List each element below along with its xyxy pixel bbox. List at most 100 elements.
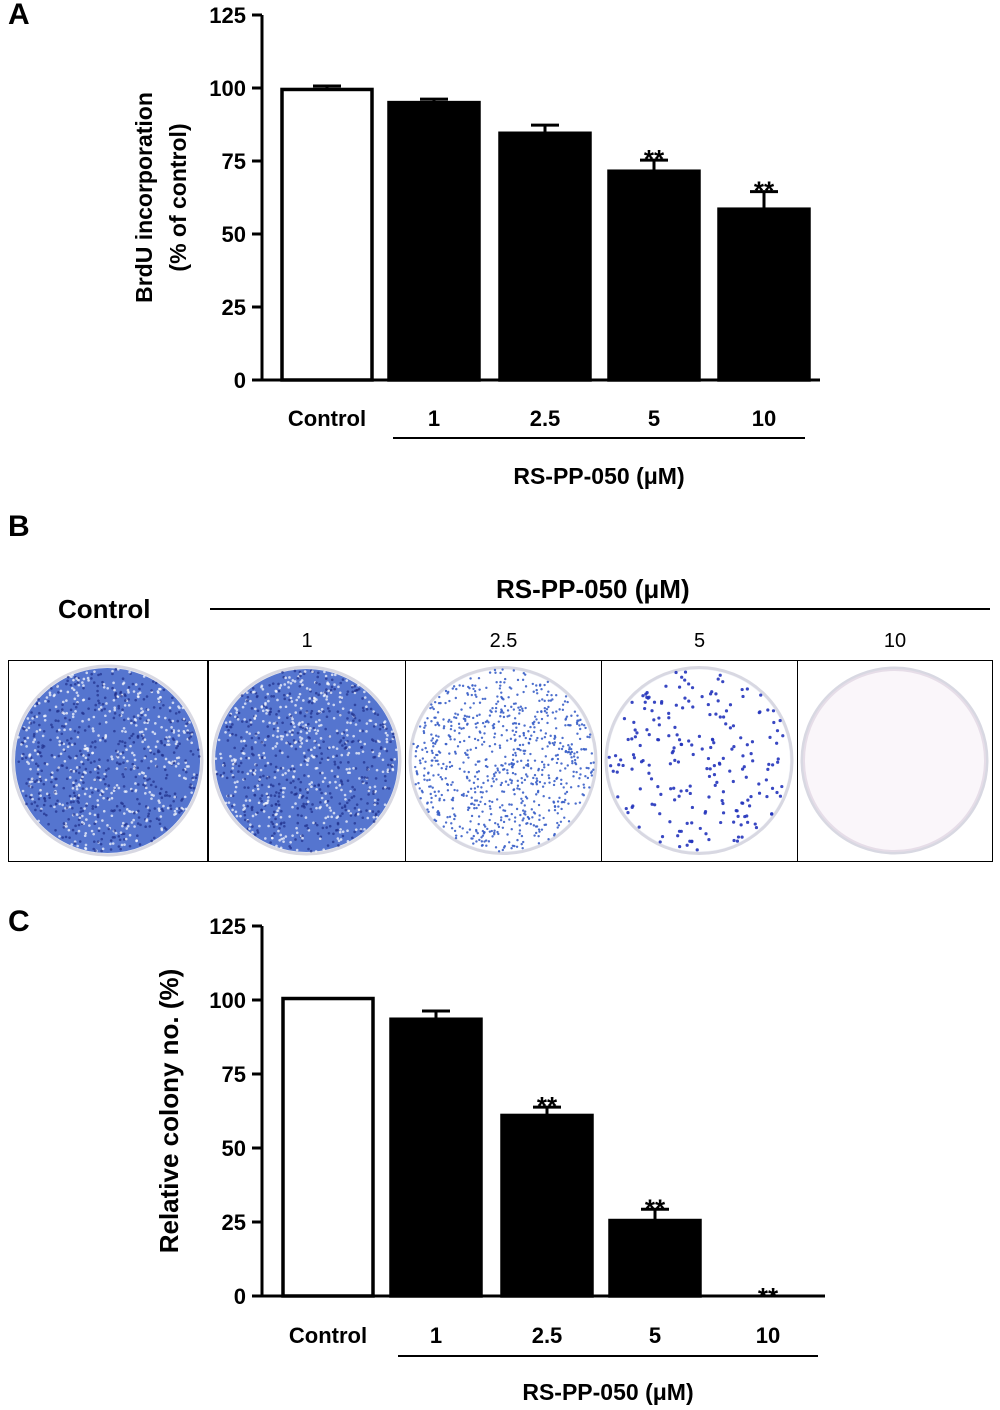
colony-dot (336, 775, 340, 778)
colony-dot (581, 793, 584, 796)
colony-dot (104, 769, 108, 772)
colony-dot (453, 729, 456, 732)
colony-dot (359, 797, 363, 801)
colony-dot (164, 737, 167, 741)
colony-dot (685, 843, 689, 847)
colony-dot (540, 773, 544, 777)
colony-dot (353, 806, 357, 810)
colony-dot (383, 803, 387, 807)
colony-dot (288, 844, 291, 848)
colony-dot (280, 809, 283, 813)
colony-dot (291, 834, 294, 837)
colony-dot (326, 784, 330, 788)
colony-dot (707, 774, 712, 779)
colony-dot (164, 776, 168, 780)
colony-dot (304, 728, 307, 731)
colony-dot (187, 737, 191, 740)
colony-dot (670, 751, 674, 755)
colony-dot (351, 739, 355, 743)
colony-dot (460, 727, 463, 730)
colony-dot (564, 695, 568, 698)
colony-dot (369, 719, 373, 723)
colony-dot (336, 828, 339, 832)
colony-dot (325, 715, 329, 719)
colony-dot (243, 813, 247, 817)
colony-dot (277, 829, 280, 833)
colony-dot (38, 728, 42, 732)
colony-dot (182, 768, 185, 772)
colony-dot (572, 770, 575, 773)
colony-dot (281, 751, 284, 755)
colony-dot (489, 709, 492, 712)
colony-dot (354, 828, 358, 831)
colony-dot (318, 837, 322, 840)
colony-dot (104, 739, 107, 743)
colony-dot (776, 757, 780, 761)
colony-dot (346, 733, 349, 737)
colony-dot (301, 720, 304, 724)
colony-dot (288, 698, 291, 702)
colony-dot (244, 744, 248, 747)
colony-dot (277, 682, 280, 686)
colony-dot (332, 716, 336, 720)
colony-dot (339, 713, 342, 717)
colony-dot (556, 757, 560, 761)
colony-dot (429, 792, 432, 796)
colony-dot (291, 805, 294, 809)
colony-dot (175, 746, 178, 750)
colony-dot (239, 736, 243, 739)
colony-dot (632, 756, 636, 760)
colony-dot (264, 738, 267, 742)
colony-dot (102, 796, 105, 800)
colony-dot (525, 764, 528, 767)
colony-dot (182, 717, 186, 721)
colony-dot (347, 711, 351, 714)
colony-dot (60, 724, 64, 728)
colony-dot (134, 782, 137, 785)
colony-dot (514, 738, 517, 741)
colony-dish-panel (797, 660, 993, 862)
colony-dot (462, 726, 465, 730)
colony-dot (391, 732, 395, 736)
colony-dot (234, 785, 238, 789)
colony-dot (736, 814, 740, 818)
colony-dot (281, 766, 285, 770)
colony-dot (55, 783, 58, 787)
colony-dot (289, 722, 293, 726)
colony-dot (314, 720, 318, 724)
colony-dot (287, 686, 290, 689)
colony-dot (622, 717, 627, 721)
colony-dot (703, 811, 707, 815)
colony-dot (442, 727, 446, 730)
colony-dot (683, 696, 687, 700)
colony-dot (81, 787, 85, 790)
colony-dot (282, 821, 286, 825)
colony-dot (277, 792, 281, 795)
colony-dot (113, 729, 116, 733)
colony-dot (275, 690, 278, 693)
colony-dot (33, 715, 36, 718)
colony-dot (687, 682, 691, 686)
colony-dot (516, 838, 519, 842)
colony-dot (740, 767, 745, 771)
colony-dot (196, 748, 200, 752)
colony-dot (349, 814, 353, 817)
colony-dot (674, 703, 678, 707)
colony-dot (657, 716, 661, 720)
colony-dot (154, 785, 158, 789)
colony-dot (464, 751, 467, 755)
colony-dot (64, 722, 68, 726)
colony-dot (143, 721, 146, 724)
colony-dot (83, 729, 87, 732)
colony-dot (510, 828, 513, 831)
colony-dot (392, 735, 395, 739)
colony-dot (473, 775, 477, 778)
colony-dot (276, 729, 280, 733)
colony-dot (303, 755, 307, 758)
colony-dot (32, 721, 36, 724)
colony-dot (469, 820, 472, 823)
colony-dot (225, 776, 229, 780)
colony-dot (61, 703, 64, 707)
colony-dot (465, 723, 469, 726)
colony-dot (171, 701, 175, 705)
